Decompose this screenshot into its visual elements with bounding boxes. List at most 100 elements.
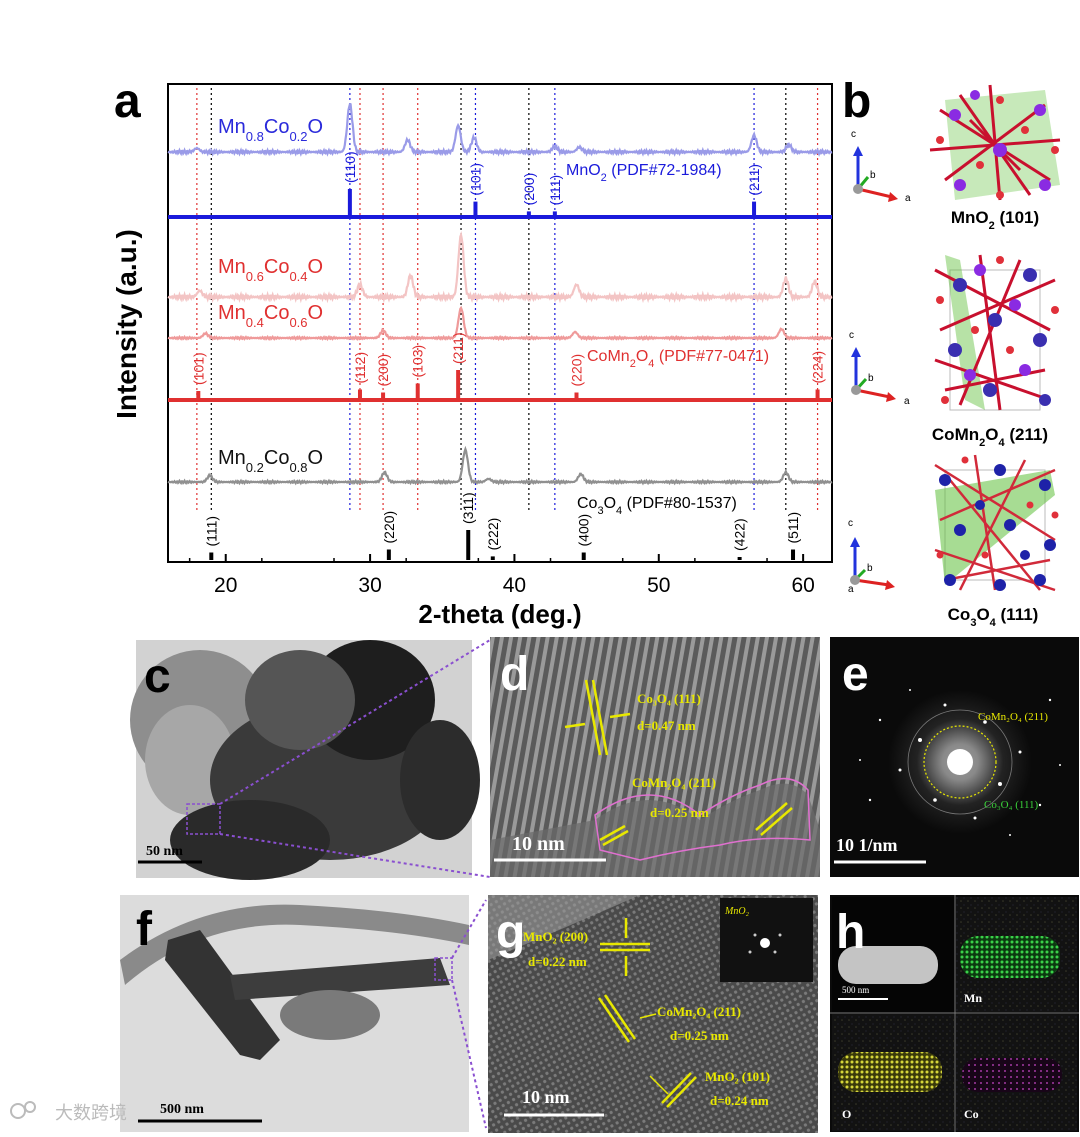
hkl-label-2-3: (222) bbox=[485, 518, 501, 551]
hkl-label-0-0: (110) bbox=[342, 151, 358, 183]
panel-label-g: g bbox=[496, 906, 525, 959]
hrtem-image-d: d Co₃O₄ (111) d=0.47 nm CoMn₂O₄ (211) d=… bbox=[490, 637, 820, 877]
xrd-chart: a 20 30 40 50 60 2-theta (deg.) Intensity (a… bbox=[111, 75, 833, 629]
panel-label-e: e bbox=[842, 648, 869, 701]
h-label-co: Co bbox=[964, 1107, 979, 1121]
x-tick-label-4: 60 bbox=[791, 574, 814, 597]
hkl-label-1-4: (211) bbox=[450, 332, 466, 364]
tem-image-f: f 500 nm bbox=[120, 895, 469, 1132]
co3o4-structure-image: Co3O4 (111) bbox=[934, 454, 1059, 629]
x-tick-label-0: 20 bbox=[214, 574, 237, 597]
d-label-comn2o4: CoMn₂O₄ (211) bbox=[632, 775, 716, 790]
g-label-mno2-200: MnO₂ (200) bbox=[523, 929, 588, 944]
axis-a-label: a bbox=[848, 584, 854, 595]
axis-c-label: c bbox=[849, 330, 854, 341]
axis-triad-3: c b a bbox=[848, 518, 895, 595]
axis-triad-2: c b a bbox=[849, 330, 910, 407]
plot-frame bbox=[167, 83, 833, 563]
reference-labels: (110) (101) (200) (111) (211) (101) (112) (200)… bbox=[190, 151, 825, 551]
axis-c-label: c bbox=[851, 129, 856, 140]
hkl-label-1-3: (103) bbox=[410, 345, 426, 378]
series-label-2: Mn0.4Co0.6O bbox=[218, 302, 323, 330]
hkl-label-0-1: (101) bbox=[467, 163, 483, 196]
scale-bar-e: 10 1/nm bbox=[836, 835, 898, 855]
h-label-o: O bbox=[842, 1107, 851, 1121]
ref-name-1: CoMn2O4 (PDF#77-0471) bbox=[587, 348, 769, 370]
d-label-comn2o4-spacing: d=0.25 nm bbox=[650, 805, 709, 820]
hkl-label-1-6: (224) bbox=[810, 351, 826, 384]
panel-label-h: h bbox=[836, 906, 865, 959]
mno2-structure-label: MnO2 (101) bbox=[951, 208, 1039, 232]
hkl-label-1-2: (200) bbox=[375, 354, 391, 387]
xrd-curve-3 bbox=[167, 445, 833, 486]
hkl-label-2-0: (111) bbox=[203, 516, 219, 547]
co3o4-structure-label: Co3O4 (111) bbox=[948, 605, 1039, 629]
scale-bar-c: 50 nm bbox=[146, 844, 183, 859]
panel-label-b: b bbox=[842, 75, 871, 128]
g-label-mno2-101: MnO₂ (101) bbox=[705, 1069, 770, 1084]
axis-triad-1: c b a bbox=[851, 129, 911, 204]
hkl-label-0-2: (200) bbox=[521, 173, 537, 206]
crystal-structures: b MnO2 (101) CoMn2O4 (2 bbox=[842, 75, 1061, 629]
hkl-label-0-3: (111) bbox=[547, 175, 563, 206]
panel-label-c: c bbox=[144, 650, 171, 703]
d-label-co3o4-spacing: d=0.47 nm bbox=[637, 718, 696, 733]
y-axis-label: Intensity (a.u.) bbox=[111, 229, 142, 419]
hkl-label-2-5: (422) bbox=[732, 518, 748, 551]
watermark-text: 大数跨境 bbox=[55, 1103, 127, 1123]
d-label-co3o4: Co₃O₄ (111) bbox=[637, 691, 701, 706]
watermark: 大数跨境 bbox=[10, 1101, 127, 1123]
series-label-3: Mn0.2Co0.8O bbox=[218, 447, 323, 475]
hkl-label-2-2: (311) bbox=[460, 492, 476, 524]
xrd-curve-1 bbox=[167, 231, 833, 304]
mno2-structure-image: MnO2 (101) bbox=[929, 84, 1061, 232]
scale-bar-d: 10 nm bbox=[512, 833, 565, 855]
h-label-mn: Mn bbox=[964, 991, 982, 1005]
xrd-curve-0 bbox=[167, 103, 833, 158]
reference-lines bbox=[168, 189, 832, 560]
x-axis: 20 30 40 50 60 bbox=[188, 554, 815, 597]
pattern-curves bbox=[167, 103, 833, 486]
comn2o4-structure-label: CoMn2O4 (211) bbox=[932, 425, 1048, 449]
hkl-label-1-5: (220) bbox=[569, 354, 585, 387]
tem-image-c: c 50 nm bbox=[130, 640, 480, 880]
comn2o4-structure-image: CoMn2O4 (211) bbox=[932, 254, 1059, 449]
g-inset-label: MnO₂ bbox=[724, 906, 750, 917]
x-axis-label: 2-theta (deg.) bbox=[418, 599, 581, 629]
hkl-label-0-4: (211) bbox=[746, 164, 762, 196]
scale-bar-g: 10 nm bbox=[522, 1087, 570, 1107]
series-label-1: Mn0.6Co0.4O bbox=[218, 256, 323, 284]
x-tick-label-1: 30 bbox=[358, 574, 381, 597]
hkl-label-2-4: (400) bbox=[576, 514, 592, 547]
g-label-mno2-200-spacing: d=0.22 nm bbox=[528, 954, 587, 969]
e-ring-co3o4: Co₃O₄ (111) bbox=[984, 799, 1039, 811]
x-tick-label-3: 50 bbox=[647, 574, 670, 597]
axis-b-label: b bbox=[868, 373, 874, 384]
ref-name-0: MnO2 (PDF#72-1984) bbox=[566, 162, 722, 184]
panel-label-a: a bbox=[114, 75, 141, 128]
hkl-label-1-1: (112) bbox=[352, 352, 368, 384]
axis-b-label: b bbox=[870, 170, 876, 181]
series-label-0: Mn0.8Co0.2O bbox=[218, 116, 323, 144]
ref-name-2: Co3O4 (PDF#80-1537) bbox=[577, 495, 737, 517]
axis-c-label: c bbox=[848, 518, 853, 529]
e-ring-comn2o4: CoMn₂O₄ (211) bbox=[978, 711, 1048, 723]
panel-label-f: f bbox=[136, 903, 153, 956]
scale-bar-f: 500 nm bbox=[160, 1102, 204, 1117]
panel-label-d: d bbox=[500, 648, 529, 701]
hkl-label-2-1: (220) bbox=[381, 511, 397, 544]
hkl-label-1-0: (101) bbox=[190, 352, 206, 385]
x-tick-label-2: 40 bbox=[503, 574, 526, 597]
g-label-comn2o4-spacing: d=0.25 nm bbox=[670, 1028, 729, 1043]
series-labels: Mn0.8Co0.2O Mn0.6Co0.4O Mn0.4Co0.6O Mn0.2Co… bbox=[218, 116, 323, 475]
axis-a-label: a bbox=[904, 396, 910, 407]
eds-maps-h: h 500 nm Mn O Co bbox=[830, 895, 1079, 1132]
scale-bar-h: 500 nm bbox=[842, 985, 869, 995]
axis-b-label: b bbox=[867, 563, 873, 574]
guide-lines bbox=[196, 88, 819, 510]
axis-a-label: a bbox=[905, 193, 911, 204]
saed-pattern-e: e CoMn₂O₄ (211) Co₃O₄ (111) 10 1/nm bbox=[830, 637, 1079, 877]
hrtem-image-g: MnO₂ g MnO₂ (200) d=0.22 nm CoMn₂O₄ (211… bbox=[488, 895, 818, 1133]
g-label-mno2-101-spacing: d=0.24 nm bbox=[710, 1093, 769, 1108]
